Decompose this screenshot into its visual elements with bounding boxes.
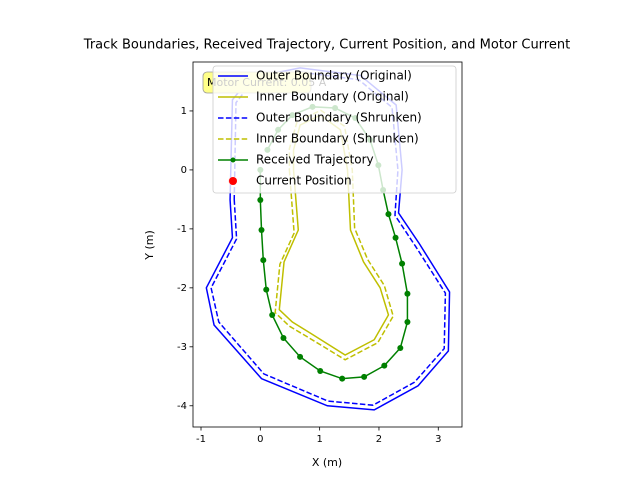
chart-title: Track Boundaries, Received Trajectory, C…: [83, 38, 570, 53]
point: [257, 196, 264, 203]
legend-label: Outer Boundary (Original): [256, 69, 412, 83]
point: [361, 373, 368, 380]
x-tick-label: 0: [257, 434, 263, 445]
y-axis-label: Y (m): [143, 230, 156, 261]
legend-marker: [230, 157, 236, 163]
y-tick-label: -3: [177, 342, 187, 353]
legend-marker: [229, 177, 237, 185]
point: [260, 257, 267, 264]
point: [397, 344, 404, 351]
point: [258, 227, 265, 234]
point: [263, 286, 270, 293]
point: [399, 260, 406, 267]
point: [339, 375, 346, 382]
point: [317, 367, 324, 374]
x-tick-label: -1: [196, 434, 206, 445]
point: [385, 211, 392, 218]
legend-label: Current Position: [256, 174, 352, 188]
y-tick-label: 1: [181, 106, 187, 117]
axes-frame: [192, 61, 463, 428]
legend-label: Outer Boundary (Shrunken): [256, 111, 422, 125]
point: [392, 234, 399, 241]
legend-label: Inner Boundary (Shrunken): [256, 132, 419, 146]
x-tick-label: 1: [316, 434, 322, 445]
y-tick-label: -4: [177, 401, 187, 412]
y-tick-label: -1: [177, 224, 187, 235]
x-axis-label: X (m): [312, 456, 342, 469]
point: [381, 362, 388, 369]
x-tick-label: 3: [435, 434, 441, 445]
legend-label: Received Trajectory: [256, 153, 374, 167]
point: [297, 353, 304, 360]
point: [404, 290, 411, 297]
legend-label: Inner Boundary (Original): [256, 90, 409, 104]
point: [269, 311, 276, 318]
y-tick-label: -2: [177, 283, 187, 294]
series-line: [210, 71, 447, 406]
x-tick-label: 2: [376, 434, 382, 445]
y-tick-label: 0: [181, 165, 187, 176]
point: [404, 319, 411, 326]
point: [280, 334, 287, 341]
legend-box: [212, 65, 457, 194]
